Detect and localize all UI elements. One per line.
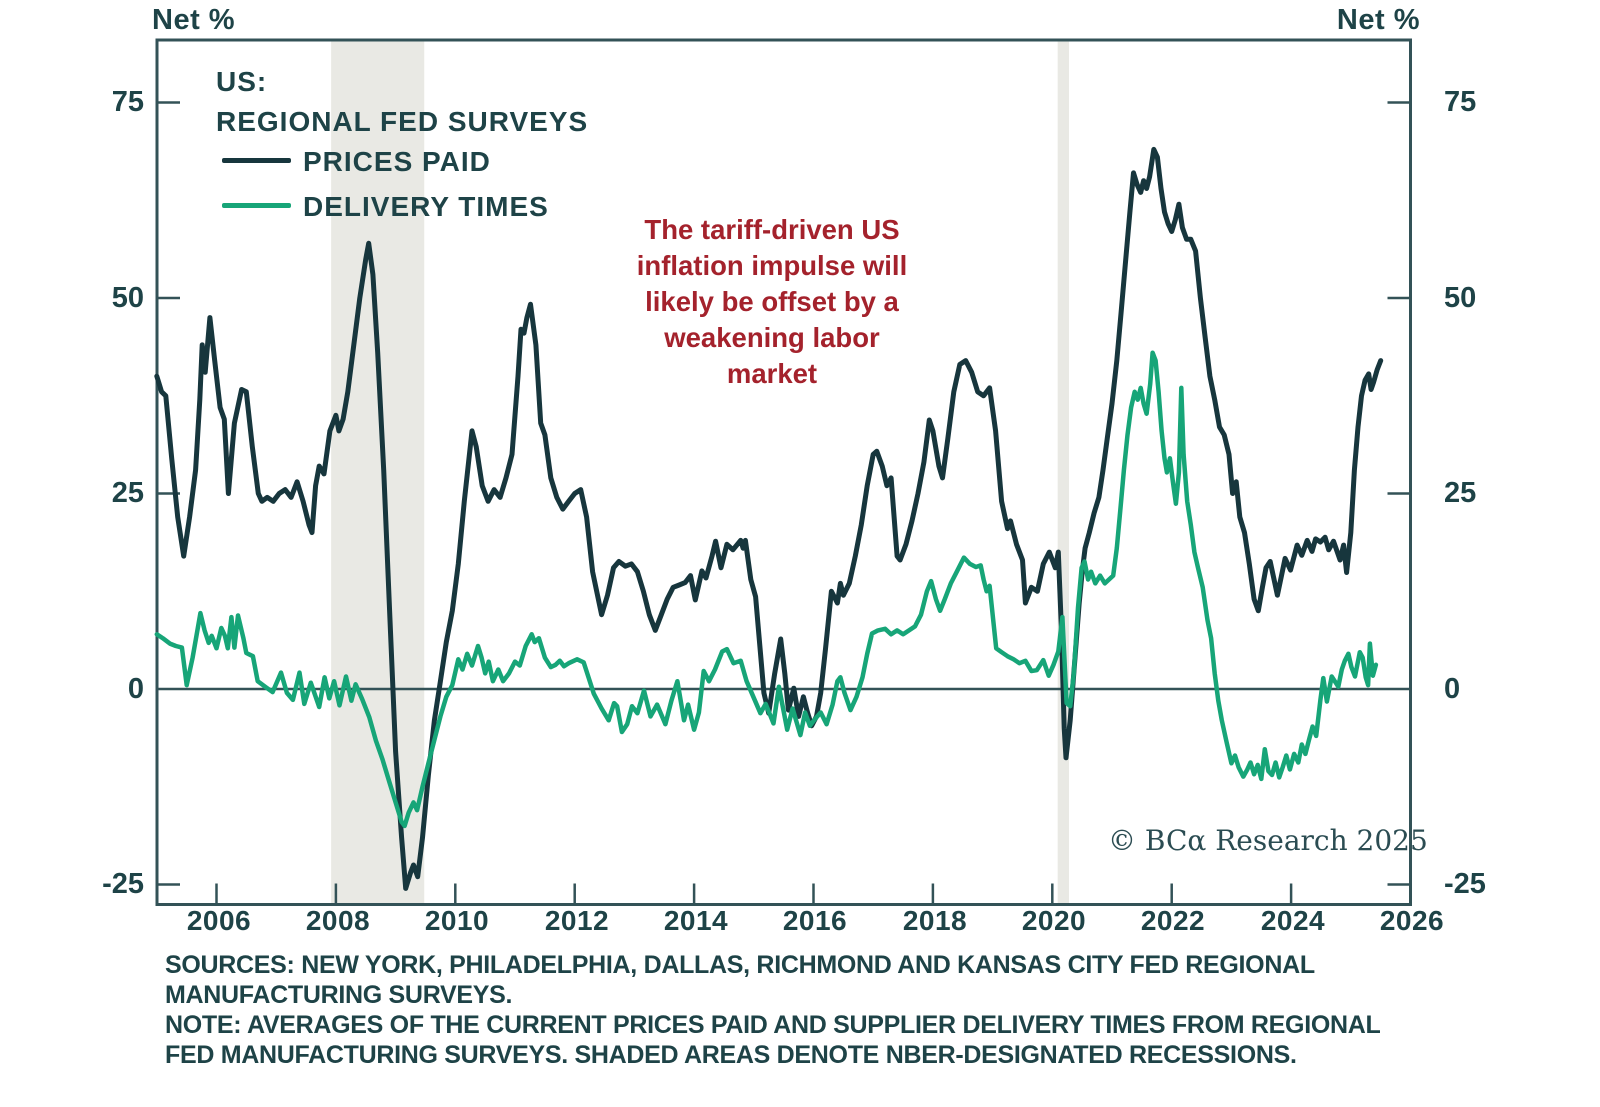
prices-paid-legend-swatch	[222, 158, 291, 163]
y-tick-label-right-25: 25	[1444, 477, 1477, 509]
footer-sources-line2: MANUFACTURING SURVEYS.	[165, 981, 513, 1009]
footer-sources-line1: SOURCES: NEW YORK, PHILADELPHIA, DALLAS,…	[165, 951, 1315, 979]
footer-notes: SOURCES: NEW YORK, PHILADELPHIA, DALLAS,…	[165, 950, 1381, 1070]
footer-note-line2: FED MANUFACTURING SURVEYS. SHADED AREAS …	[165, 1041, 1297, 1069]
prices-paid-legend-label: PRICES PAID	[303, 146, 491, 177]
legend-title-line2: REGIONAL FED SURVEYS	[216, 106, 589, 137]
x-tick-label-2008: 2008	[305, 905, 371, 936]
y-tick-label-right-50: 50	[1444, 282, 1477, 314]
y-axis-title-right: Net %	[1336, 4, 1420, 36]
y-tick-label-right-75: 75	[1444, 86, 1477, 118]
delivery-times-legend-swatch	[222, 203, 291, 208]
x-tick-label-2016: 2016	[782, 905, 848, 936]
y-tick-label-left-m25: -25	[102, 868, 144, 900]
footer-note-line1: NOTE: AVERAGES OF THE CURRENT PRICES PAI…	[165, 1011, 1381, 1039]
y-tick-label-left-50: 50	[111, 282, 144, 314]
y-axis-title-left: Net %	[152, 4, 236, 36]
y-tick-label-right-0: 0	[1444, 673, 1461, 705]
plot-border	[155, 38, 1412, 906]
x-tick-label-2010: 2010	[424, 905, 490, 936]
legend-title-line1: US:	[216, 66, 268, 97]
y-tick-label-right-m25: -25	[1444, 868, 1486, 900]
annotation-line: likely be offset by a	[645, 286, 899, 317]
x-tick-label-2018: 2018	[902, 905, 968, 936]
delivery-times-line	[154, 350, 1379, 829]
y-tick-label-left-0: 0	[127, 673, 144, 705]
y-tick-label-left-25: 25	[111, 477, 144, 509]
y-tick-label-left-75: 75	[111, 86, 144, 118]
annotation-line: inflation impulse will	[636, 250, 908, 281]
x-tick-label-2014: 2014	[663, 905, 729, 936]
annotation-line: market	[726, 358, 818, 389]
x-tick-label-2026: 2026	[1379, 905, 1445, 936]
annotation-callout: The tariff-driven US inflation impulse w…	[592, 212, 952, 392]
x-tick-label-2022: 2022	[1140, 905, 1206, 936]
annotation-line: weakening labor	[664, 322, 880, 353]
x-tick-label-2024: 2024	[1260, 905, 1326, 936]
delivery-times-legend-label: DELIVERY TIMES	[303, 191, 549, 222]
x-tick-label-2012: 2012	[544, 905, 610, 936]
copyright-notice: © BCα Research 2025	[1108, 824, 1428, 857]
recession-band	[1057, 41, 1070, 904]
recession-band	[331, 41, 425, 904]
x-tick-label-2006: 2006	[186, 905, 252, 936]
x-tick-label-2020: 2020	[1021, 905, 1087, 936]
annotation-line: The tariff-driven US	[644, 214, 900, 245]
